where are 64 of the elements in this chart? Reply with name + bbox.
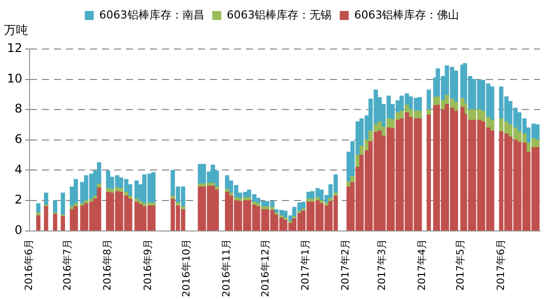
bar — [535, 147, 540, 231]
y-tick-label: 0 — [14, 222, 22, 237]
bar — [418, 110, 422, 120]
bar — [418, 118, 422, 231]
bar — [106, 170, 110, 189]
bar — [454, 102, 458, 112]
legend-label: 6063铝棒库存：佛山 — [354, 8, 460, 22]
x-tick-label: 2016年9月 — [142, 238, 154, 291]
bar — [106, 192, 110, 231]
bar — [356, 154, 360, 168]
x-tick-label: 2017年1月 — [300, 238, 312, 291]
bar — [128, 198, 132, 231]
x-tick-label: 2017年5月 — [454, 238, 467, 291]
y-tick-label: 2 — [14, 192, 22, 207]
x-tick-label: 2017年4月 — [416, 238, 428, 291]
bar — [214, 190, 219, 231]
y-tick-label: 8 — [14, 102, 22, 116]
x-tick-label: 2016年6月 — [22, 238, 35, 291]
bar — [418, 97, 422, 112]
bar — [454, 70, 458, 102]
legend-label: 6063铝棒库存：南昌 — [99, 8, 204, 22]
y-tick-label: 4 — [14, 162, 22, 176]
bar — [80, 205, 84, 231]
x-tick-label: 2016年8月 — [102, 238, 114, 291]
bar — [224, 175, 230, 190]
bar — [426, 114, 431, 231]
bar — [74, 178, 78, 204]
bar — [490, 130, 494, 231]
y-axis-title: 万吨 — [4, 22, 28, 39]
bar — [490, 120, 494, 132]
y-tick-label: 12 — [6, 41, 22, 56]
x-tick-label: 2016年10月 — [180, 238, 193, 298]
bar — [44, 206, 48, 231]
bar — [36, 215, 40, 231]
y-tick-label: 10 — [6, 71, 22, 86]
y-tick-label: 6 — [14, 132, 22, 146]
x-tick-label: 2017年2月 — [340, 238, 352, 291]
bar — [426, 90, 431, 110]
bar — [210, 164, 216, 184]
bar — [96, 187, 102, 231]
bar — [224, 192, 230, 231]
bar — [53, 214, 58, 231]
bar — [378, 130, 382, 231]
bar — [151, 172, 156, 204]
legend-label: 6063铝棒库存：无锡 — [226, 8, 332, 22]
bar — [454, 110, 458, 231]
bar — [256, 203, 260, 207]
bar — [36, 203, 40, 213]
bar — [490, 86, 494, 121]
bar — [74, 203, 78, 207]
x-tick-label: 2017年6月 — [494, 238, 507, 291]
x-tick-label: 2016年12月 — [259, 238, 272, 298]
bar — [151, 205, 156, 231]
bar — [60, 216, 66, 231]
bar — [292, 216, 296, 220]
x-tick-label: 2017年3月 — [376, 238, 388, 291]
bar — [74, 206, 78, 231]
x-tick-label: 2016年7月 — [62, 238, 74, 291]
bar — [210, 186, 216, 231]
bar — [134, 180, 139, 200]
x-tick-label: 2016年11月 — [220, 238, 233, 298]
bar — [134, 202, 139, 231]
bar — [53, 200, 58, 213]
bar — [60, 192, 66, 216]
